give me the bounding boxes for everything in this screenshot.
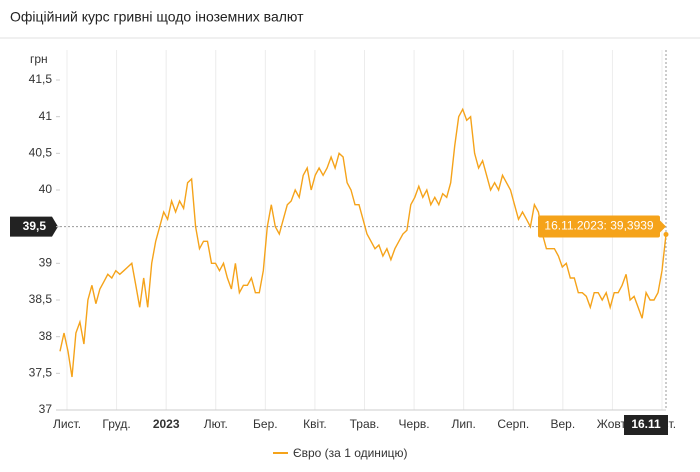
x-tick-label: Квіт.	[303, 417, 327, 431]
tooltip-box	[538, 215, 660, 238]
y-tick-label: 39,5	[23, 219, 47, 233]
y-tick-label: 40,5	[29, 146, 53, 160]
chart-title: Офіційний курс гривні щодо іноземних вал…	[10, 9, 304, 25]
y-tick-label: 38,5	[29, 292, 53, 306]
y-highlight-box	[10, 216, 58, 237]
x-tick-label: Бер.	[253, 417, 278, 431]
y-tick-label: 40	[39, 182, 53, 196]
x-tick-label: Вер.	[550, 417, 575, 431]
x-tick-label: Жовт.	[597, 417, 628, 431]
line	[59, 107, 667, 378]
y-tick-label: 39	[39, 256, 53, 270]
legend-label: Євро (за 1 одиницю)	[293, 446, 408, 460]
tooltip-text: 16.11.2023: 39,3939	[544, 219, 654, 233]
y-tick-label: 37,5	[29, 366, 53, 380]
end-point	[663, 231, 669, 237]
x-highlight-box	[624, 415, 668, 435]
x-tick-label: Груд.	[102, 417, 130, 431]
x-highlight-label: 16.11	[631, 417, 661, 431]
x-tick-label: 2023	[153, 417, 180, 431]
tooltip-arrow	[660, 220, 666, 233]
y-axis-label: грн	[30, 52, 48, 66]
x-tick-label: Трав.	[350, 417, 380, 431]
y-tick-label: 41	[39, 109, 53, 123]
x-tick-label: Лип.	[451, 417, 475, 431]
y-tick-label: 37	[39, 402, 53, 416]
x-tick-label: Серп.	[497, 417, 529, 431]
y-tick-label: 41,5	[29, 72, 53, 86]
x-tick-label: Черв.	[399, 417, 430, 431]
x-tick-label: Лист.	[53, 417, 81, 431]
x-tick-label: Лют.	[204, 417, 228, 431]
y-tick-label: 38	[39, 329, 53, 343]
